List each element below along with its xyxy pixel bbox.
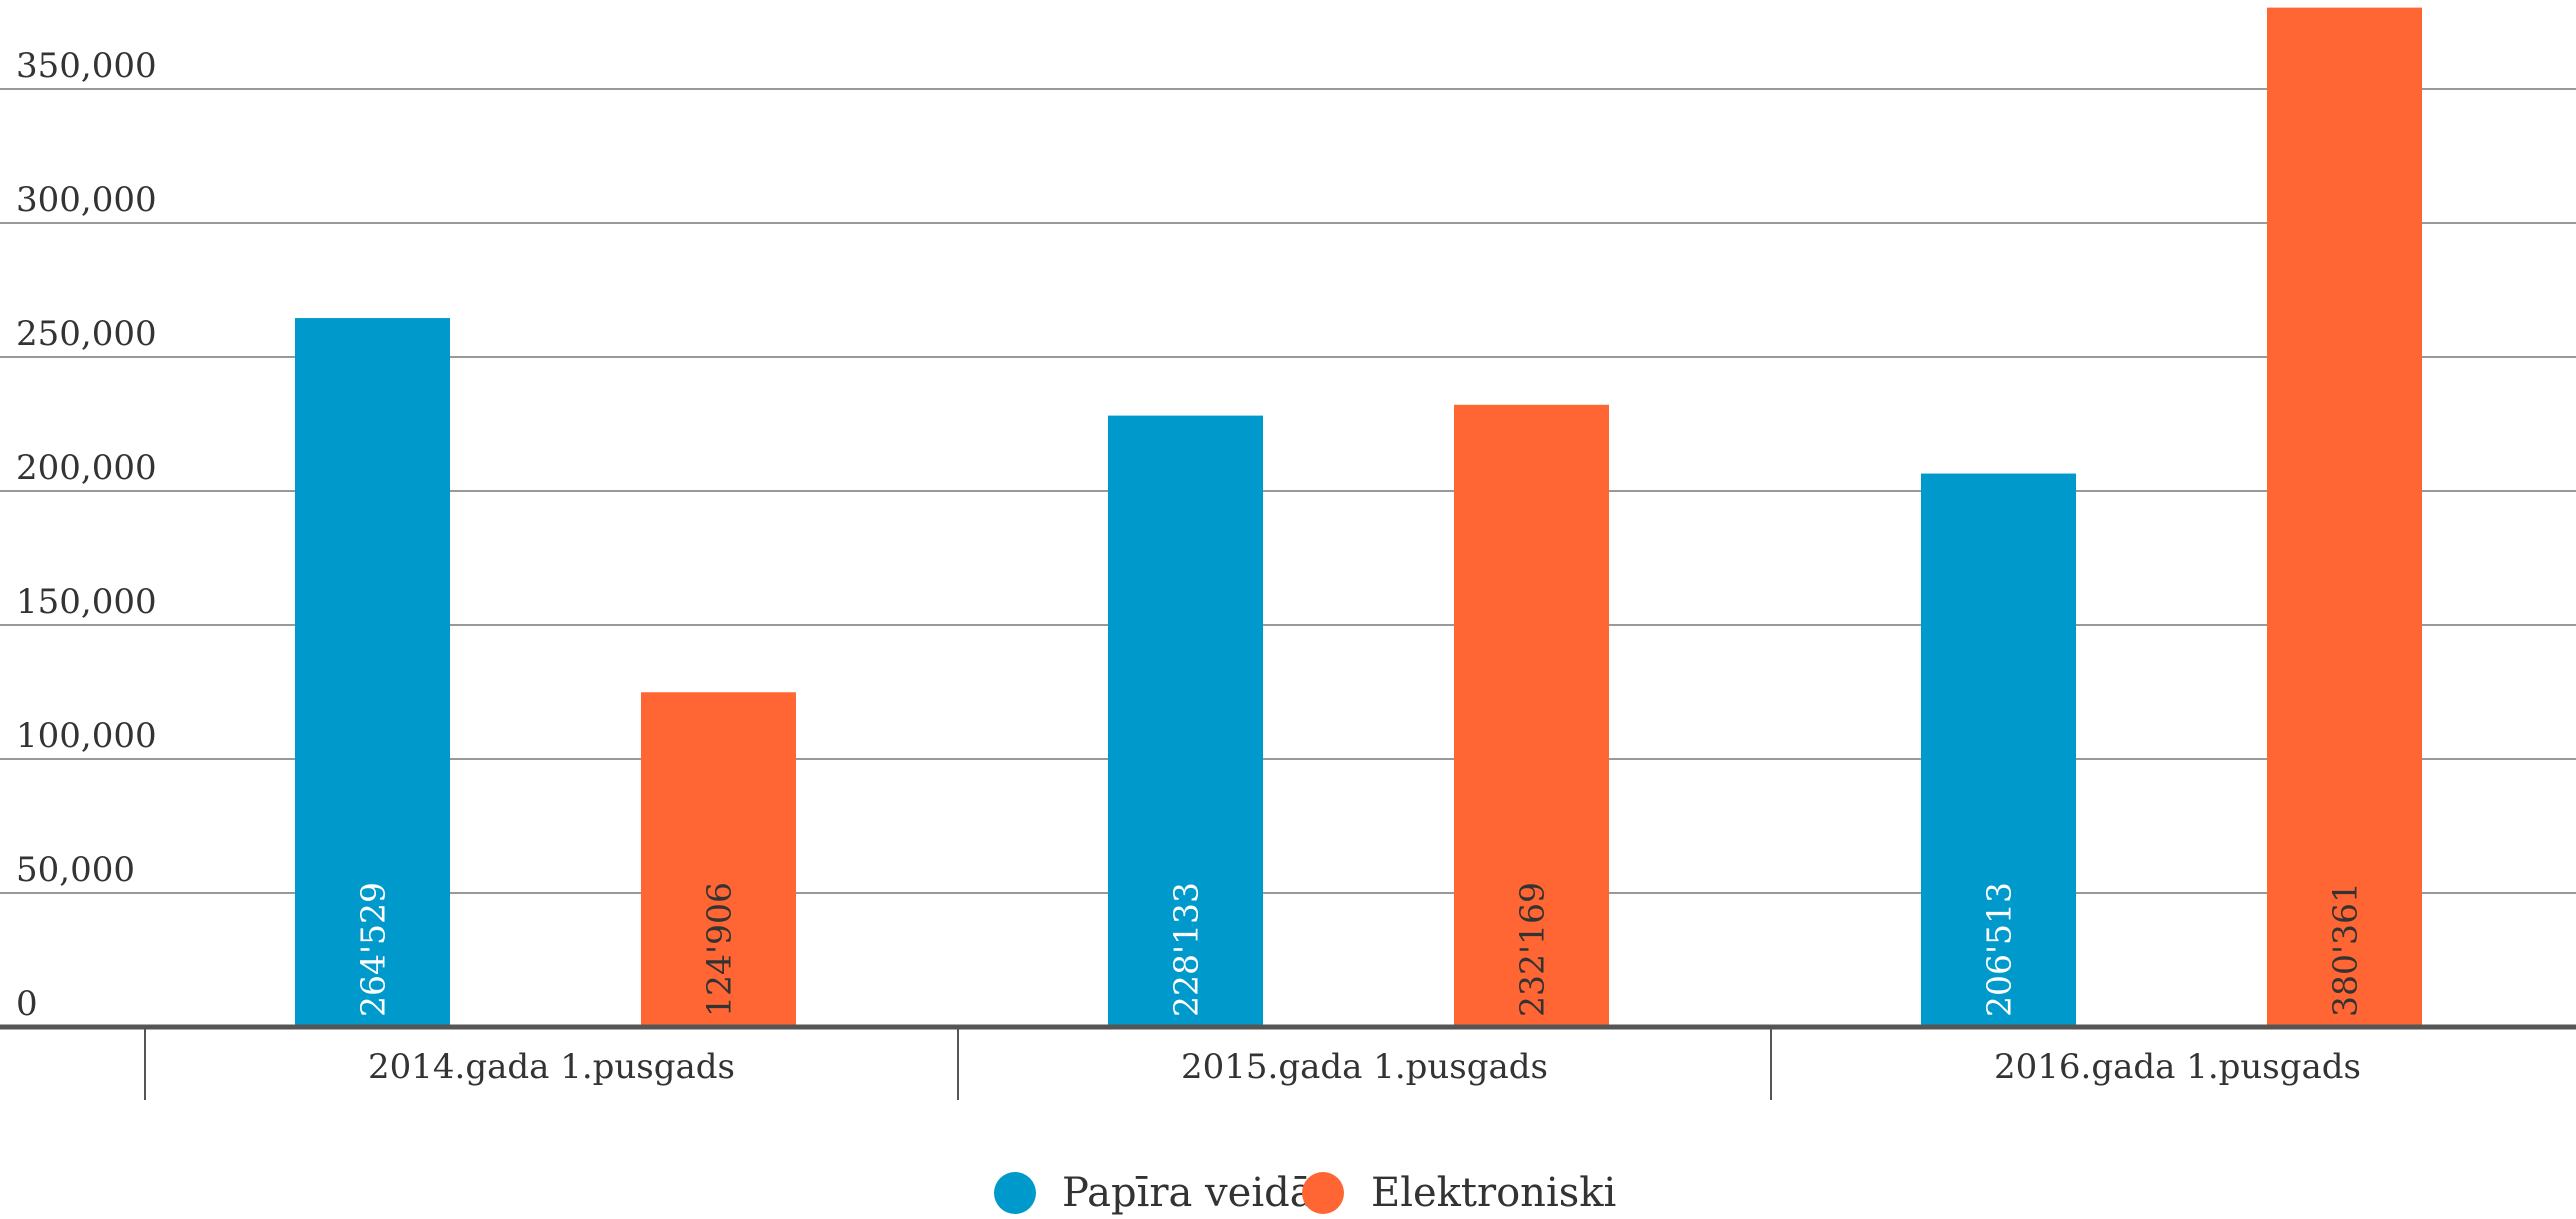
y-tick-label: 300,000 [16, 180, 157, 220]
y-tick-label: 350,000 [16, 46, 157, 86]
data-labels: 264'529 124'906 228'133 232'169 206'513 380'3… [354, 882, 2365, 1017]
y-tick-label: 100,000 [16, 716, 157, 756]
x-tick-label: 2014.gada 1.pusgads [368, 1047, 735, 1087]
bar [641, 692, 796, 1027]
y-tick-label: 250,000 [16, 314, 157, 354]
data-label: 206'513 [1980, 882, 2019, 1017]
data-label: 232'169 [1513, 882, 1552, 1017]
legend-label: Papīra veidā [1062, 1170, 1314, 1215]
data-label: 380'361 [2326, 882, 2365, 1017]
bar [1921, 473, 2076, 1027]
data-label: 264'529 [354, 882, 393, 1017]
y-tick-label: 0 [16, 984, 38, 1024]
y-axis-tick-labels: 0 50,000 100,000 150,000 200,000 250,000 300,0… [16, 46, 157, 1024]
legend-marker-icon [994, 1172, 1036, 1214]
bars [295, 7, 2422, 1028]
y-tick-label: 50,000 [16, 850, 135, 890]
data-label: 228'133 [1167, 882, 1206, 1017]
x-tick-label: 2016.gada 1.pusgads [1994, 1047, 2361, 1087]
data-label: 124'906 [700, 882, 739, 1017]
y-tick-label: 150,000 [16, 582, 157, 622]
bar [2267, 7, 2422, 1028]
legend-marker-icon [1302, 1172, 1344, 1214]
y-tick-label: 200,000 [16, 448, 157, 488]
legend: Papīra veidā Elektroniski [994, 1170, 1616, 1216]
x-axis: 2014.gada 1.pusgads 2015.gada 1.pusgads 20… [0, 1024, 2576, 1100]
x-tick-label: 2015.gada 1.pusgads [1181, 1047, 1548, 1087]
bar [1454, 404, 1609, 1027]
legend-label: Elektroniski [1371, 1170, 1616, 1215]
bar [1108, 415, 1263, 1028]
bar [295, 318, 450, 1028]
